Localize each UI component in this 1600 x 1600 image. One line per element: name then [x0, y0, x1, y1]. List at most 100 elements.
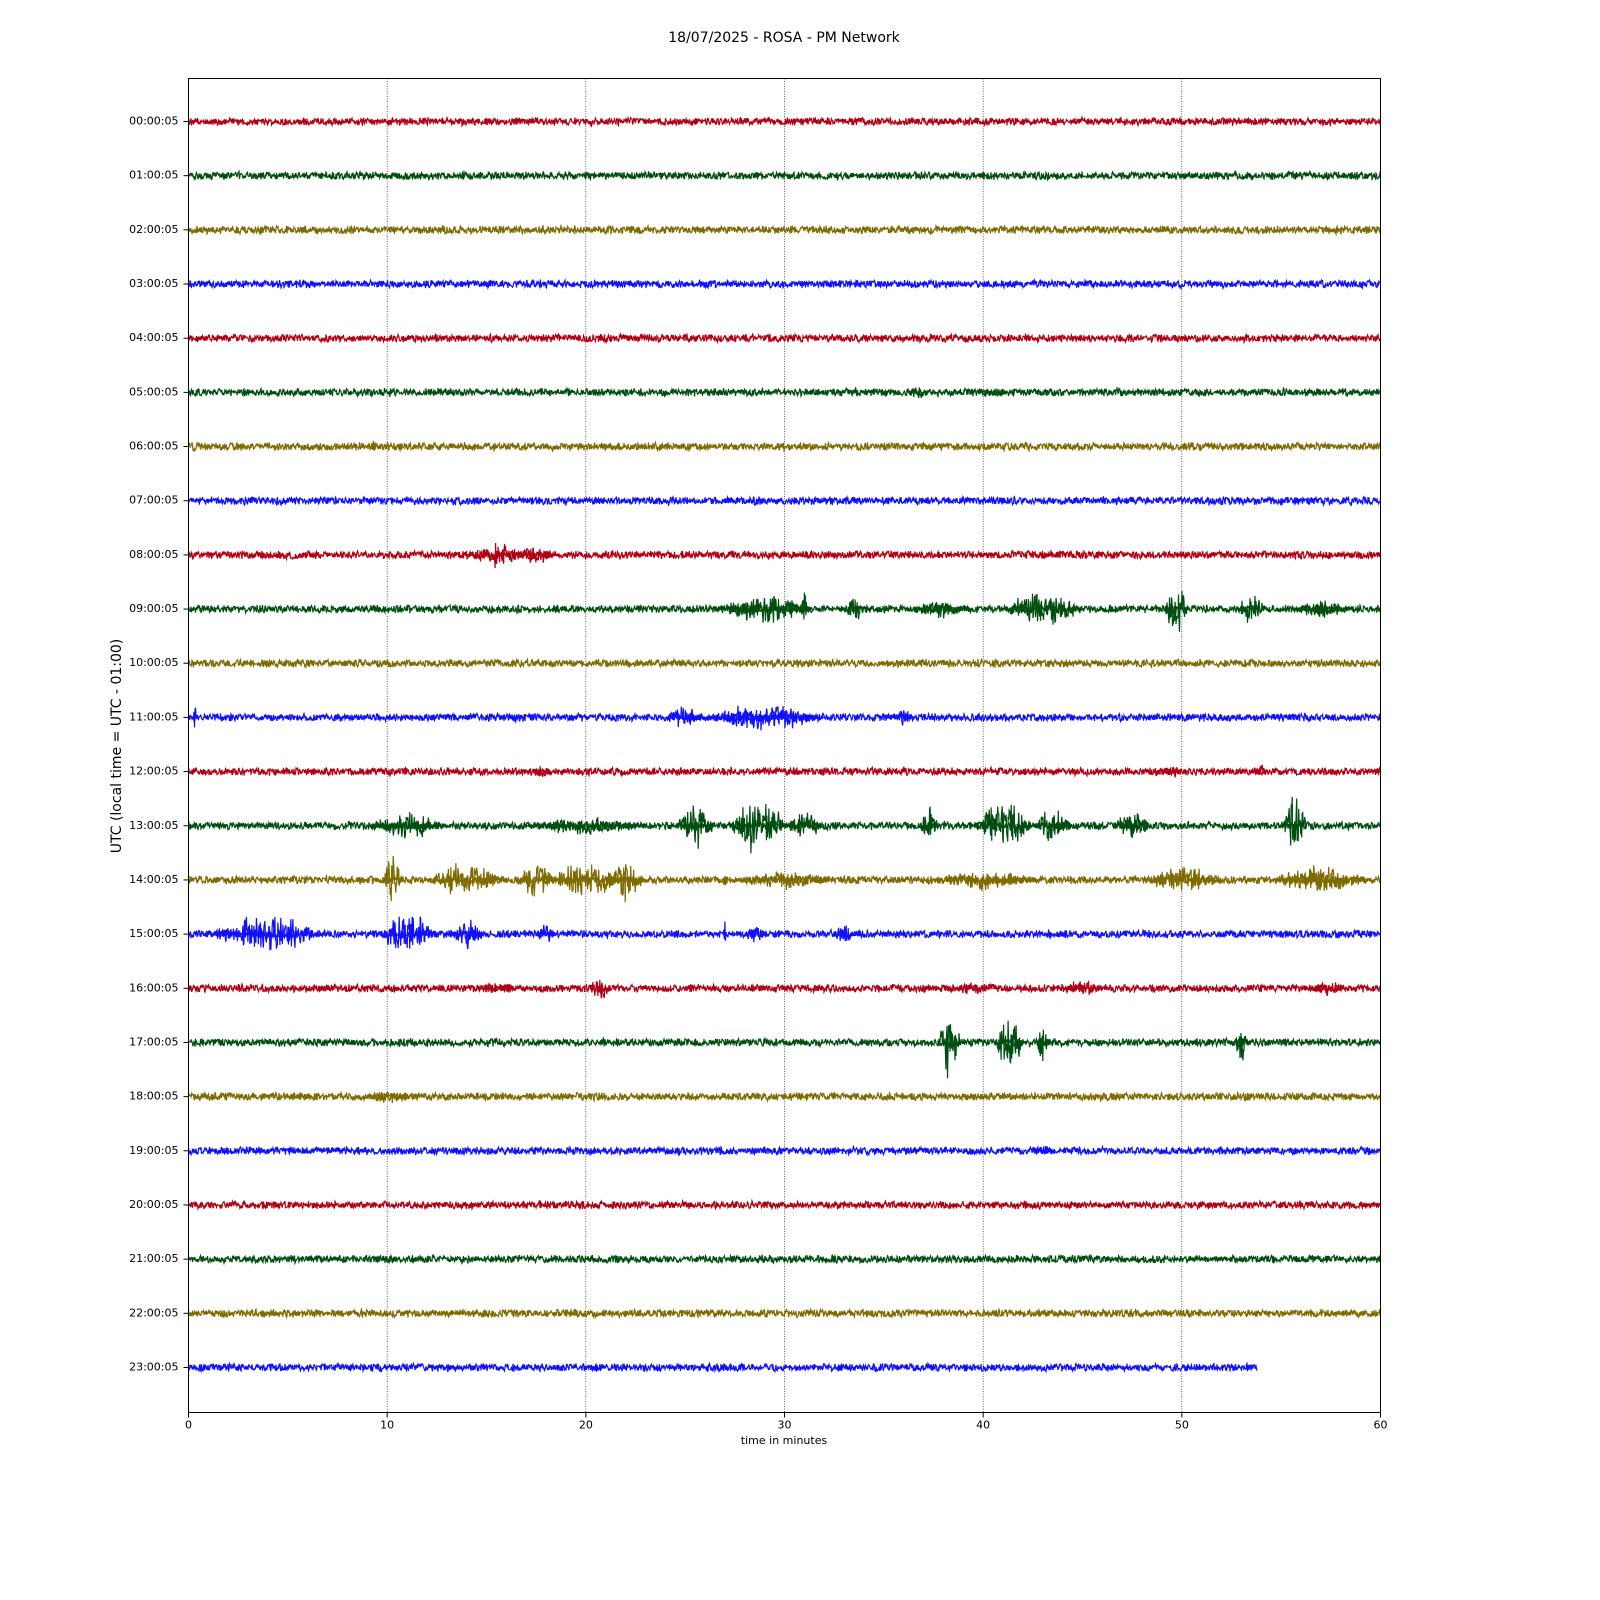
- x-tick-label: 40: [976, 1419, 990, 1432]
- event: [1282, 796, 1308, 846]
- y-tick-label: 10:00:05: [129, 656, 178, 669]
- event: [843, 598, 865, 620]
- event: [1112, 813, 1153, 838]
- trace: [188, 1361, 1258, 1374]
- y-tick-label: 08:00:05: [129, 548, 178, 561]
- y-axis-label: UTC (local time = UTC - 01:00): [109, 639, 125, 854]
- y-tick-label: 00:00:05: [129, 115, 178, 128]
- event: [367, 1090, 408, 1104]
- y-tick-label: 05:00:05: [129, 385, 178, 398]
- x-tick-label: 60: [1374, 1419, 1388, 1432]
- event: [1142, 865, 1222, 891]
- y-tick-label: 20:00:05: [129, 1198, 178, 1211]
- trace: [187, 331, 1382, 345]
- event: [1002, 593, 1083, 625]
- event: [936, 1024, 962, 1079]
- x-tick-label: 30: [778, 1419, 792, 1432]
- event: [993, 1020, 1025, 1064]
- event: [728, 803, 789, 854]
- trace: [187, 657, 1382, 670]
- event: [426, 863, 507, 895]
- event: [907, 387, 928, 399]
- traces: [187, 115, 1382, 1374]
- trace: [187, 1144, 1382, 1157]
- event: [1306, 982, 1347, 997]
- event: [893, 710, 914, 726]
- y-tick-label: 12:00:05: [129, 765, 178, 778]
- axes: 0 10 20 30 40 50 60 00:00:05 01:00:05 02:00:05 03:…: [129, 115, 1387, 1432]
- trace: [187, 1036, 1381, 1049]
- event: [800, 592, 808, 620]
- event: [1032, 810, 1073, 841]
- y-tick-label: 13:00:05: [129, 819, 178, 832]
- event: [536, 924, 557, 942]
- event: [715, 595, 815, 623]
- event: [674, 805, 716, 849]
- trace: [187, 1307, 1382, 1320]
- trace: [188, 548, 1382, 562]
- trace: [187, 440, 1381, 453]
- event: [466, 542, 527, 569]
- event: [1271, 865, 1371, 891]
- chart-title: 18/07/2025 - ROSA - PM Network: [668, 30, 900, 46]
- y-tick-label: 01:00:05: [129, 169, 178, 182]
- event: [744, 927, 765, 943]
- event: [1255, 765, 1267, 776]
- trace: [187, 1253, 1382, 1266]
- trace: [187, 494, 1382, 508]
- y-tick-label: 23:00:05: [129, 1361, 178, 1374]
- y-tick-label: 18:00:05: [129, 1090, 178, 1103]
- y-tick-label: 11:00:05: [129, 710, 178, 723]
- trace: [187, 982, 1382, 995]
- event: [722, 921, 727, 941]
- event: [476, 981, 517, 994]
- event: [784, 812, 825, 837]
- event: [208, 916, 328, 951]
- event: [721, 876, 728, 886]
- event: [605, 864, 646, 903]
- event: [369, 440, 377, 452]
- trace: [187, 223, 1382, 237]
- y-tick-label: 14:00:05: [129, 873, 178, 886]
- event: [1032, 1145, 1053, 1156]
- y-tick-label: 03:00:05: [129, 277, 178, 290]
- y-tick-label: 04:00:05: [129, 331, 178, 344]
- event: [377, 916, 438, 949]
- event: [1162, 766, 1183, 778]
- event: [532, 766, 553, 777]
- trace: [188, 1090, 1382, 1103]
- event: [526, 817, 646, 835]
- trace: [187, 115, 1381, 129]
- event: [919, 806, 940, 836]
- event: [1062, 980, 1103, 995]
- event: [1236, 595, 1267, 623]
- x-tick-label: 10: [380, 1419, 394, 1432]
- event: [1163, 590, 1189, 632]
- y-tick-label: 17:00:05: [129, 1035, 178, 1048]
- event: [516, 547, 557, 563]
- event: [515, 865, 556, 897]
- y-tick-label: 19:00:05: [129, 1144, 178, 1157]
- event: [1233, 1032, 1250, 1061]
- x-axis-label: time in minutes: [741, 1434, 828, 1447]
- y-tick-label: 21:00:05: [129, 1252, 178, 1265]
- event: [367, 812, 447, 839]
- event: [734, 871, 835, 891]
- event: [973, 804, 1034, 843]
- x-tick-label: 0: [185, 1419, 192, 1432]
- event: [190, 707, 198, 728]
- y-tick-label: 09:00:05: [129, 602, 178, 615]
- x-tick-label: 20: [579, 1419, 593, 1432]
- event: [953, 982, 993, 995]
- y-tick-label: 06:00:05: [129, 440, 178, 453]
- trace: [187, 169, 1382, 182]
- event: [446, 919, 487, 950]
- event: [665, 706, 706, 728]
- event: [923, 871, 1043, 891]
- trace: [187, 1198, 1381, 1212]
- event: [704, 705, 824, 731]
- trace: [187, 277, 1382, 291]
- event: [913, 602, 974, 619]
